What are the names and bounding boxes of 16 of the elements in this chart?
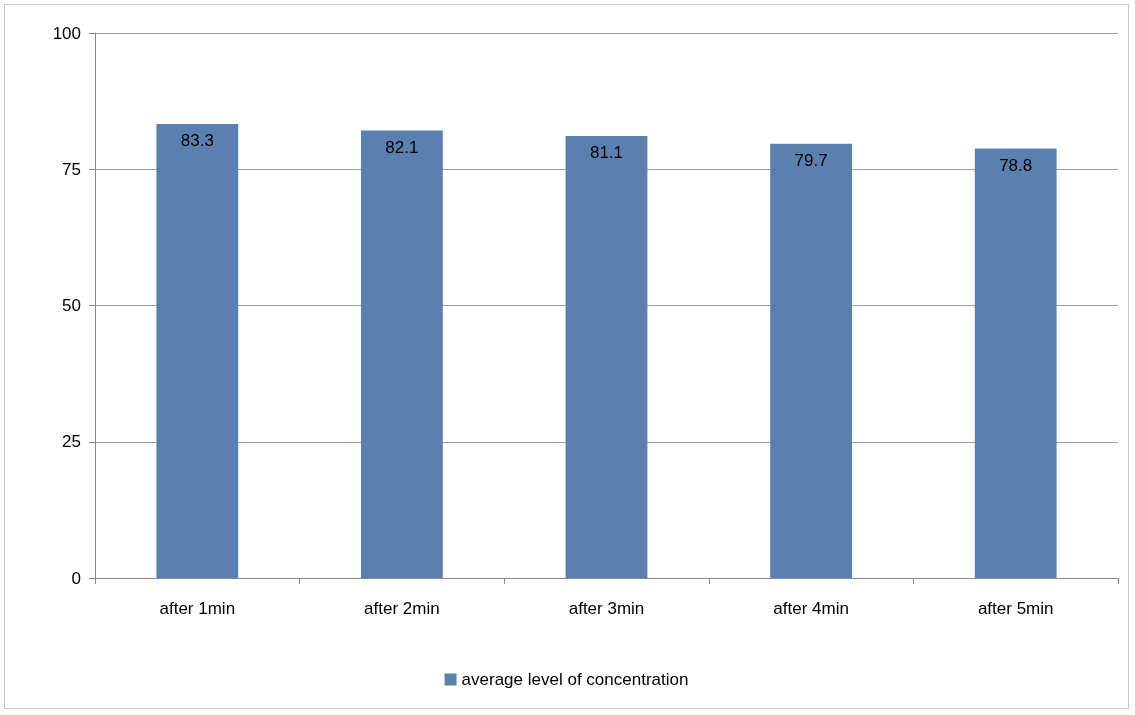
data-label: 78.8: [999, 155, 1033, 175]
data-label: 81.1: [589, 143, 624, 163]
x-tick-label: after 1min: [159, 599, 236, 618]
y-tick-label: 75: [62, 159, 81, 179]
data-label: 83.3: [180, 131, 214, 151]
x-tick-label: after 4min: [773, 599, 849, 618]
data-label: 79.7: [794, 150, 828, 170]
y-tick-label: 0: [71, 568, 81, 588]
x-tick-label: after 5min: [977, 599, 1054, 618]
legend-label: average level of concentration: [461, 670, 689, 689]
x-tick-label: after 3min: [568, 599, 645, 618]
x-tick-label: after 2min: [364, 599, 440, 618]
y-tick-label: 50: [62, 296, 81, 315]
y-tick-label: 100: [52, 23, 81, 43]
y-tick-label: 25: [62, 432, 81, 452]
data-label: 82.1: [385, 137, 419, 157]
